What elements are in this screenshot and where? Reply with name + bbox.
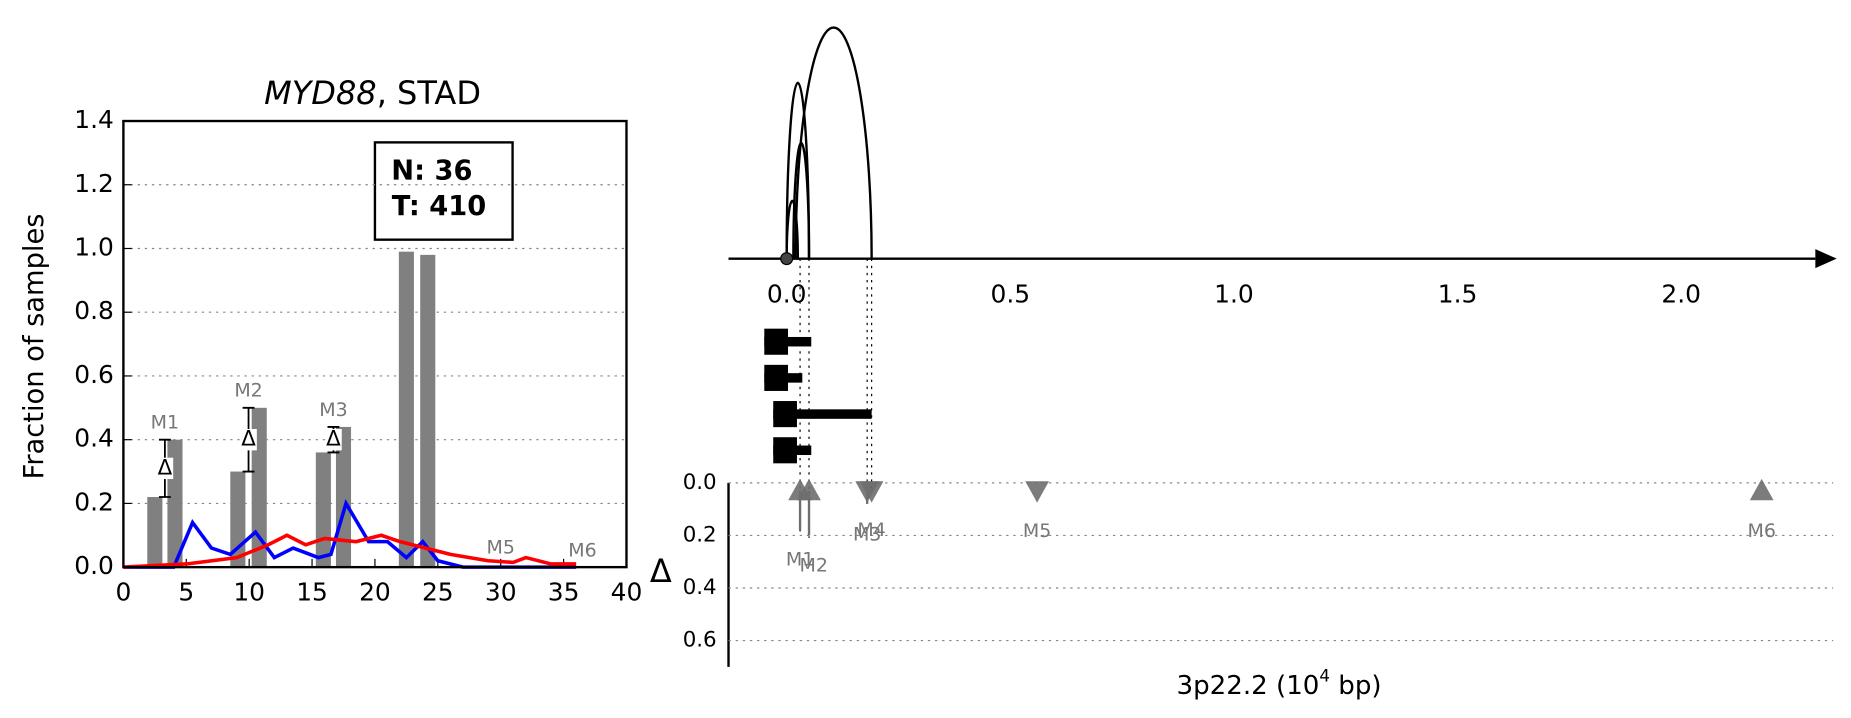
x-tick-label: 20 [359, 577, 391, 606]
y-tick-label: 0.2 [74, 487, 114, 516]
delta-symbol: Δ [241, 427, 256, 452]
y-tick-label: 0.0 [683, 470, 717, 495]
motif-label: M4 [857, 519, 885, 541]
x-tick-label: 1.0 [1214, 279, 1254, 308]
title-gene: MYD88 [264, 74, 377, 112]
y-tick-label: 0.4 [683, 575, 717, 600]
y-tick-label: 1.2 [74, 169, 114, 198]
motif-label: M5 [1023, 520, 1051, 542]
figure-body: MYD88, STAD Fraction of samples N: 36 T:… [19, 26, 1837, 700]
x-label-exponent: 4 [1319, 666, 1330, 685]
bar [398, 251, 414, 568]
motif-label: M3 [319, 399, 347, 421]
arc [785, 199, 800, 259]
x-tick-label: 15 [296, 577, 328, 606]
bar [147, 497, 163, 568]
motif-label: M1 [151, 412, 179, 434]
y-tick-label: 0.8 [74, 296, 114, 325]
interval-line [764, 336, 812, 347]
y-tick-label: 0.6 [683, 628, 717, 653]
interval-line [773, 409, 872, 419]
x-tick-label: 30 [485, 577, 517, 606]
interval-line [773, 445, 812, 456]
y-tick-label: 0.0 [74, 551, 114, 580]
plot-frame [122, 119, 628, 569]
x-tick-label: 5 [178, 577, 194, 606]
motif-marker [1749, 478, 1774, 501]
delta-symbol: Δ [158, 455, 173, 480]
y-tick-label: 1.0 [74, 232, 114, 261]
motif-marker [859, 481, 884, 503]
line-series [123, 498, 577, 569]
y-tick-label: 1.4 [74, 105, 114, 134]
chart-title: MYD88, STAD [264, 74, 481, 112]
motif-label: M6 [568, 540, 596, 562]
motif-marker [797, 478, 821, 501]
motif-label: M2 [234, 380, 262, 402]
delta-bg [240, 429, 257, 451]
motif-label: M5 [486, 537, 514, 559]
x-label-end: bp) [1330, 670, 1382, 700]
count-box [373, 141, 514, 241]
count-tumor: T: 410 [392, 191, 486, 222]
delta-symbol: Δ [326, 427, 341, 452]
x-tick-label: 35 [548, 577, 580, 606]
x-tick-label: 10 [233, 577, 265, 606]
line-series [123, 533, 577, 569]
x-label-main: 3p22.2 (10 [1176, 670, 1319, 700]
bar [420, 254, 436, 568]
x-tick-label: 40 [611, 577, 643, 606]
motif-label: M3 [853, 524, 881, 546]
delta-bg [156, 457, 174, 480]
arc [794, 26, 873, 259]
count-normal: N: 36 [391, 156, 472, 187]
x-tick-label: 2.0 [1661, 279, 1701, 308]
motif-label: M1 [786, 549, 814, 571]
delta-axis-label: Δ [650, 552, 672, 590]
motif-label: M2 [800, 554, 828, 576]
x-tick-label: 25 [422, 577, 454, 606]
axis-arrow [1815, 249, 1837, 269]
x-axis-label: 3p22.2 (104 bp) [1176, 666, 1381, 700]
x-tick-label: 0.0 [767, 279, 807, 308]
y-axis-label: Fraction of samples [19, 214, 50, 480]
bar [335, 426, 352, 568]
title-rest: , STAD [377, 74, 481, 112]
motif-label: M6 [1747, 520, 1775, 542]
x-tick-label: 1.5 [1438, 279, 1478, 308]
origin-dot [780, 252, 794, 266]
x-tick-label: 0 [115, 577, 131, 606]
motif-marker [1025, 481, 1049, 503]
y-tick-label: 0.4 [74, 424, 114, 453]
y-tick-label: 0.6 [74, 360, 114, 389]
interval-line [764, 373, 803, 383]
bar [315, 452, 331, 568]
y-tick-label: 0.2 [683, 522, 717, 547]
x-tick-label: 0.5 [990, 279, 1030, 308]
delta-bg [325, 429, 342, 451]
